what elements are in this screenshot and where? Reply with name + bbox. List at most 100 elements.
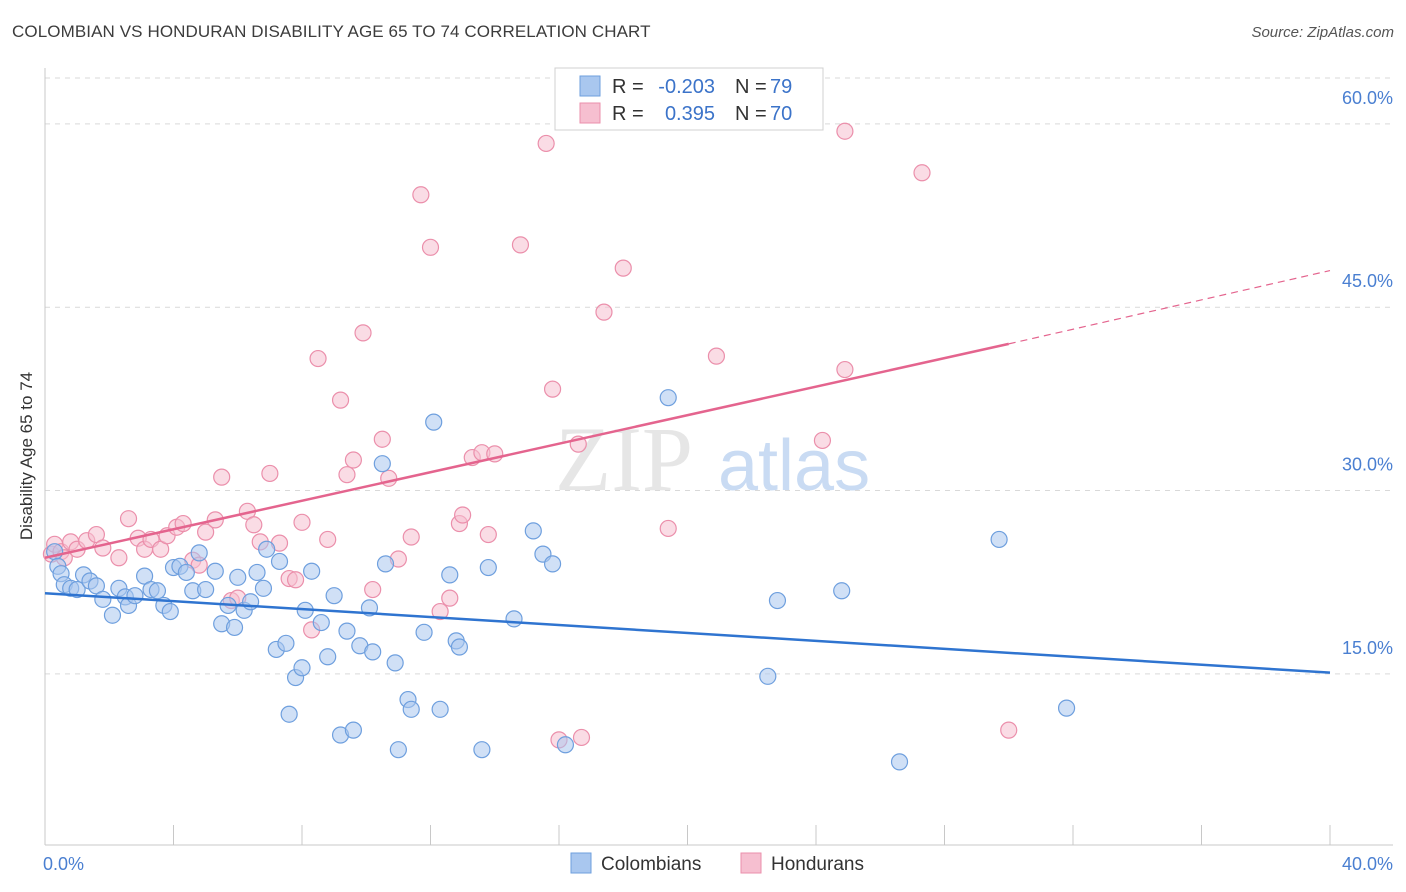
colombians-point — [190, 544, 208, 562]
legend-swatch-hondurans — [579, 102, 601, 124]
hondurans-point — [94, 539, 112, 557]
legend-n-value: 79 — [770, 76, 792, 98]
colombians-point — [524, 522, 542, 540]
colombians-point — [197, 580, 215, 599]
colombians-point — [364, 643, 382, 661]
hondurans-point — [836, 122, 854, 140]
y-tick-label: 15.0% — [1342, 638, 1393, 658]
colombians-point — [248, 563, 266, 582]
colombians-point — [270, 552, 289, 571]
hondurans-point — [110, 549, 128, 567]
watermark-zip: ZIP — [555, 408, 693, 510]
data-points — [42, 122, 1076, 771]
hondurans-point — [364, 580, 382, 599]
colombians-point — [425, 413, 443, 431]
colombians-point — [386, 654, 404, 672]
trend-lines — [44, 269, 1331, 674]
hondurans-point — [293, 513, 311, 531]
colombians-point — [293, 659, 311, 677]
hondurans-point — [412, 186, 430, 204]
colombians-point — [759, 667, 777, 685]
colombians-point — [277, 634, 295, 652]
legend-n-value: 70 — [770, 103, 792, 125]
hondurans-point — [261, 464, 279, 483]
colombians-point — [344, 721, 362, 739]
y-tick-label: 30.0% — [1342, 455, 1393, 475]
legend-n-label: N = — [735, 76, 767, 98]
legend-r-label: R = — [612, 103, 644, 125]
hondurans-point — [479, 525, 497, 544]
colombians-point — [254, 579, 273, 597]
hondurans-point — [707, 347, 726, 365]
hondurans-point — [572, 728, 591, 747]
hondurans-point — [595, 303, 613, 321]
colombians-point — [543, 555, 562, 573]
colombians-point — [990, 530, 1008, 549]
hondurans-point — [659, 519, 677, 538]
hondurans-trend-line — [44, 342, 1010, 559]
x-tick-label: 0.0% — [43, 854, 84, 874]
legend-r-value: -0.203 — [658, 76, 715, 98]
legend-swatch-colombians — [579, 75, 601, 97]
colombians-point — [659, 389, 677, 407]
hondurans-point — [119, 510, 138, 528]
bottom-legend-colombians: Colombians — [601, 854, 701, 875]
chart-title: COLOMBIAN VS HONDURAN DISABILITY AGE 65 … — [12, 22, 651, 41]
colombians-point — [103, 606, 122, 624]
colombians-point — [1057, 699, 1076, 717]
y-tick-label: 45.0% — [1342, 271, 1393, 291]
legend-n-label: N = — [735, 103, 767, 125]
hondurans-trend-extension — [1008, 269, 1331, 345]
hondurans-point — [431, 602, 449, 621]
colombians-point — [312, 613, 330, 632]
hondurans-point — [511, 236, 530, 254]
hondurans-point — [537, 134, 555, 153]
colombians-point — [441, 566, 459, 584]
hondurans-point — [197, 523, 215, 541]
hondurans-point — [402, 528, 420, 546]
colombians-point — [890, 753, 909, 771]
colombians-point — [303, 562, 321, 580]
hondurans-point — [245, 516, 263, 534]
colombians-point — [833, 582, 851, 600]
hondurans-point — [614, 259, 632, 277]
hondurans-point — [836, 360, 854, 379]
colombians-point — [319, 648, 337, 666]
colombians-point — [402, 700, 420, 718]
hondurans-point — [309, 349, 327, 368]
colombians-point — [450, 638, 469, 656]
colombians-point — [225, 618, 244, 637]
grid — [45, 77, 1393, 675]
colombians-point — [68, 580, 86, 599]
x-tick-label: 40.0% — [1342, 854, 1393, 874]
colombians-point — [415, 623, 433, 641]
colombians-point — [505, 610, 523, 628]
hondurans-point — [213, 468, 231, 486]
colombians-point — [280, 705, 298, 723]
hondurans-point — [354, 324, 372, 342]
hondurans-point — [373, 430, 391, 448]
colombians-point — [338, 622, 356, 640]
hondurans-point — [338, 466, 356, 484]
hondurans-point — [913, 164, 931, 182]
y-tick-label: 60.0% — [1342, 88, 1393, 108]
hondurans-point — [441, 589, 459, 607]
hondurans-point — [421, 238, 440, 256]
hondurans-point — [319, 530, 337, 549]
colombians-point — [258, 540, 276, 558]
colombians-point — [431, 700, 449, 718]
hondurans-point — [344, 451, 362, 469]
colombians-point — [768, 591, 787, 610]
colombians-point — [373, 455, 391, 473]
watermark-atlas: atlas — [718, 426, 870, 506]
bottom-legend-hondurans: Hondurans — [771, 854, 864, 875]
bottom-legend-swatch-colombians — [570, 852, 592, 874]
colombians-point — [161, 602, 179, 621]
correlation-legend: R = -0.203 N = 79 R = 0.395 N = 70 — [554, 67, 824, 131]
hondurans-point — [454, 506, 472, 524]
colombians-point — [556, 736, 575, 754]
colombians-trend-line — [44, 591, 1331, 674]
legend-r-value: 0.395 — [665, 103, 715, 125]
bottom-legend-swatch-hondurans — [740, 852, 762, 874]
